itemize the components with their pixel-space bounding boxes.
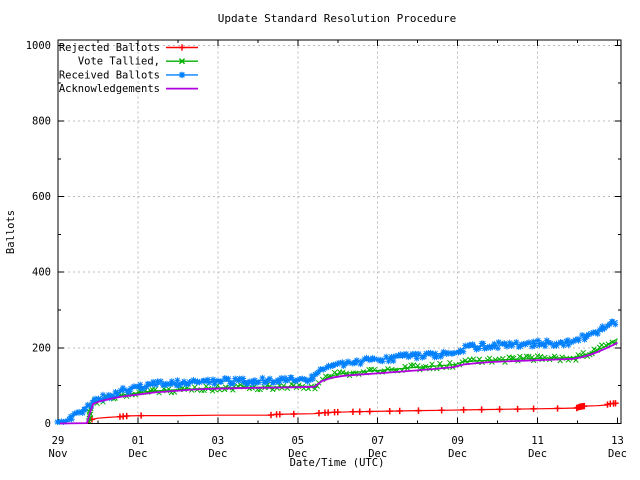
series-acknowledgements [59, 341, 618, 425]
y-tick-label: 200 [32, 342, 51, 354]
x-tick-label-month: Dec [608, 448, 627, 460]
series-vote-tallied [85, 338, 618, 424]
x-tick-label-month: Dec [448, 448, 467, 460]
chart-title: Update Standard Resolution Procedure [218, 12, 456, 25]
x-tick-label-month: Dec [128, 448, 147, 460]
y-tick-label: 600 [32, 191, 51, 203]
series-rejected-ballots [86, 400, 619, 424]
x-axis-label: Date/Time (UTC) [290, 457, 385, 469]
x-tick-label-day: 01 [132, 435, 145, 447]
x-tick-label-day: 13 [611, 435, 624, 447]
legend-label: Vote Tallied, [78, 56, 160, 68]
x-tick-label-day: 03 [212, 435, 225, 447]
legend-label: Rejected Ballots [59, 42, 160, 54]
x-tick-label-day: 05 [291, 435, 304, 447]
legend-item-acknowledgements: Acknowledgements [59, 83, 198, 95]
x-tick-label-day: 11 [531, 435, 544, 447]
legend-item-received-ballots: Received Ballots [59, 69, 198, 81]
legend-item-rejected-ballots: Rejected Ballots [59, 42, 198, 54]
x-tick-label-month: Dec [368, 448, 387, 460]
y-tick-label: 1000 [26, 40, 51, 52]
x-tick-label-month: Dec [528, 448, 547, 460]
x-tick-label-month: Dec [288, 448, 307, 460]
gridlines [58, 40, 621, 424]
x-tick-label-month: Nov [49, 448, 68, 460]
y-axis-label: Ballots [5, 210, 17, 254]
plot-border [57, 39, 622, 424]
x-tick-label-day: 09 [451, 435, 464, 447]
legend-label: Acknowledgements [59, 83, 160, 95]
y-tick-label: 400 [32, 267, 51, 279]
legend-item-vote-tallied: Vote Tallied, [78, 56, 198, 68]
y-tick-label: 0 [45, 418, 51, 430]
tick-labels: 0200400600800100029Nov01Dec03Dec05Dec07D… [26, 40, 627, 460]
series-received-ballots [54, 318, 619, 425]
legend-label: Received Ballots [59, 69, 160, 81]
x-tick-label-day: 07 [371, 435, 384, 447]
y-tick-label: 800 [32, 115, 51, 127]
data-series [54, 318, 619, 425]
x-tick-label-day: 29 [52, 435, 65, 447]
x-tick-label-month: Dec [208, 448, 227, 460]
legend: Rejected Ballots Vote Tallied,Received Ba… [59, 42, 198, 95]
